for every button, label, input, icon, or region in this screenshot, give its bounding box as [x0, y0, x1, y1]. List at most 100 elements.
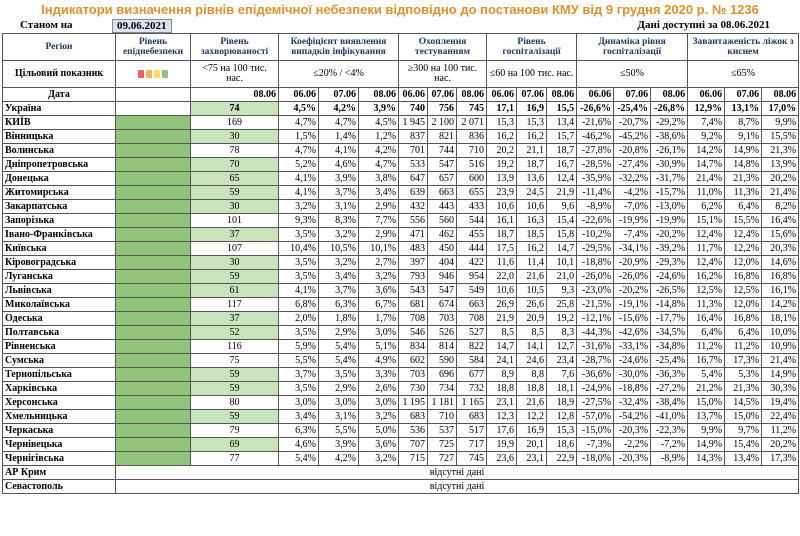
value-cell: 21,0	[546, 269, 578, 284]
value-cell: 3,1%	[318, 199, 359, 214]
column-header: Коефіцієнт виявлення випадків інфікуванн…	[277, 33, 400, 61]
region-row: Вінницька 30 1,5% 1,4% 1,2% 837 821 836 16,2 16,2…	[2, 129, 800, 144]
region-row: Івано-Франківська 37 3,5% 3,2% 2,9% 471 462 455…	[2, 227, 800, 242]
value-cell: -34,5%	[650, 325, 689, 340]
value-cell: -30,0%	[613, 367, 652, 382]
region-name: Полтавська	[2, 325, 116, 340]
value-cell: 21,9	[546, 185, 578, 200]
value-cell: 59	[190, 269, 279, 284]
value-cell: -2,2%	[613, 437, 652, 452]
value-cell: 821	[427, 129, 458, 144]
value-cell: 8,7%	[724, 115, 763, 130]
value-cell: 2,7%	[357, 255, 400, 270]
region-row: Севастополь відсутні дані	[2, 479, 800, 494]
value-cell: -29,5%	[576, 241, 615, 256]
value-cell: 756	[427, 101, 458, 116]
region-name: Харківська	[2, 381, 116, 396]
value-cell: -34,1%	[613, 241, 652, 256]
value-cell: 20,2%	[761, 171, 800, 186]
value-cell: 17,0%	[761, 101, 800, 116]
value-cell: 3,5%	[278, 381, 319, 396]
value-cell: 21,3%	[724, 381, 763, 396]
value-cell: -18,0%	[576, 451, 615, 466]
value-cell: 15,5	[546, 101, 578, 116]
value-cell: 1 181	[427, 395, 458, 410]
region-name: Дніпропетровська	[2, 157, 116, 172]
value-cell: -19,9%	[650, 213, 689, 228]
value-cell: 14,9%	[687, 437, 726, 452]
value-cell: 16,2%	[687, 269, 726, 284]
region-row: Кіровоградська 30 3,5% 3,2% 2,7% 397 404 422 11,…	[2, 255, 800, 270]
level-cell	[115, 255, 191, 270]
value-cell: 21,6	[516, 395, 548, 410]
value-cell: 544	[456, 213, 488, 228]
value-cell: 6,2%	[687, 199, 726, 214]
value-cell: 3,5%	[318, 367, 359, 382]
value-cell: 600	[456, 171, 488, 186]
value-cell: 433	[456, 199, 488, 214]
value-cell: -24,6%	[650, 269, 689, 284]
value-cell: 683	[456, 409, 488, 424]
date-cell: 08.06	[357, 87, 400, 102]
value-cell: -32,4%	[613, 395, 652, 410]
value-cell: 4,1%	[318, 143, 359, 158]
value-cell: 10,6	[486, 283, 518, 298]
level-cell	[115, 297, 191, 312]
value-cell: 2,9%	[357, 199, 400, 214]
value-cell: 954	[456, 269, 488, 284]
value-cell: 18,7	[546, 143, 578, 158]
date-cell: 08.06	[546, 87, 578, 102]
region-name: Черкаська	[2, 423, 116, 438]
value-cell: 822	[456, 339, 488, 354]
region-row: Одеська 37 2,0% 1,8% 1,7% 708 703 708 21,9 20,9 19…	[2, 311, 800, 326]
value-cell: 639	[398, 185, 429, 200]
value-cell: 22,9	[546, 451, 578, 466]
value-cell: 4,6%	[318, 157, 359, 172]
level-cell	[115, 353, 191, 368]
value-cell: 533	[398, 157, 429, 172]
value-cell: 13,7%	[687, 409, 726, 424]
level-swatch	[146, 69, 152, 78]
value-cell: 22,4%	[761, 409, 800, 424]
value-cell: 5,5%	[318, 423, 359, 438]
value-cell: 14,2%	[761, 297, 800, 312]
value-cell: 18,7	[486, 227, 518, 242]
value-cell: -38,6%	[650, 129, 689, 144]
value-cell: 17,3%	[761, 451, 800, 466]
value-cell: 556	[398, 213, 429, 228]
value-cell: 59	[190, 381, 279, 396]
date-cell: 06.06	[278, 87, 319, 102]
value-cell: 2 100	[427, 115, 458, 130]
value-cell: 15,4	[546, 213, 578, 228]
date-label: Дата	[2, 87, 116, 102]
level-cell	[115, 311, 191, 326]
value-cell: 549	[456, 283, 488, 298]
value-cell: -46,2%	[576, 129, 615, 144]
value-cell: 834	[398, 339, 429, 354]
value-cell: 14,3%	[687, 451, 726, 466]
value-cell: 1,4%	[318, 129, 359, 144]
value-cell: 12,5%	[687, 283, 726, 298]
level-cell	[115, 367, 191, 382]
value-cell: 4,7%	[278, 143, 319, 158]
value-cell: 59	[190, 409, 279, 424]
available: Дані доступні за 08.06.2021	[637, 19, 770, 31]
column-header: Регіон	[2, 33, 116, 61]
target-value: ≤20% / <4%	[277, 60, 400, 88]
value-cell: 527	[456, 325, 488, 340]
value-cell: 15,6%	[761, 227, 800, 242]
value-cell: -45,2%	[613, 129, 652, 144]
level-cell	[115, 381, 191, 396]
target-value: ≤65%	[687, 60, 800, 88]
value-cell: 21,4%	[761, 353, 800, 368]
region-name: Севастополь	[2, 479, 116, 494]
value-cell: 16,8%	[724, 269, 763, 284]
region-name: Закарпатська	[2, 199, 116, 214]
level-cell	[115, 185, 191, 200]
value-cell: 708	[456, 311, 488, 326]
value-cell: 4,1%	[278, 185, 319, 200]
level-cell	[115, 227, 191, 242]
value-cell: 2,0%	[278, 311, 319, 326]
value-cell: 17,5	[486, 241, 518, 256]
value-cell: 9,7%	[724, 423, 763, 438]
